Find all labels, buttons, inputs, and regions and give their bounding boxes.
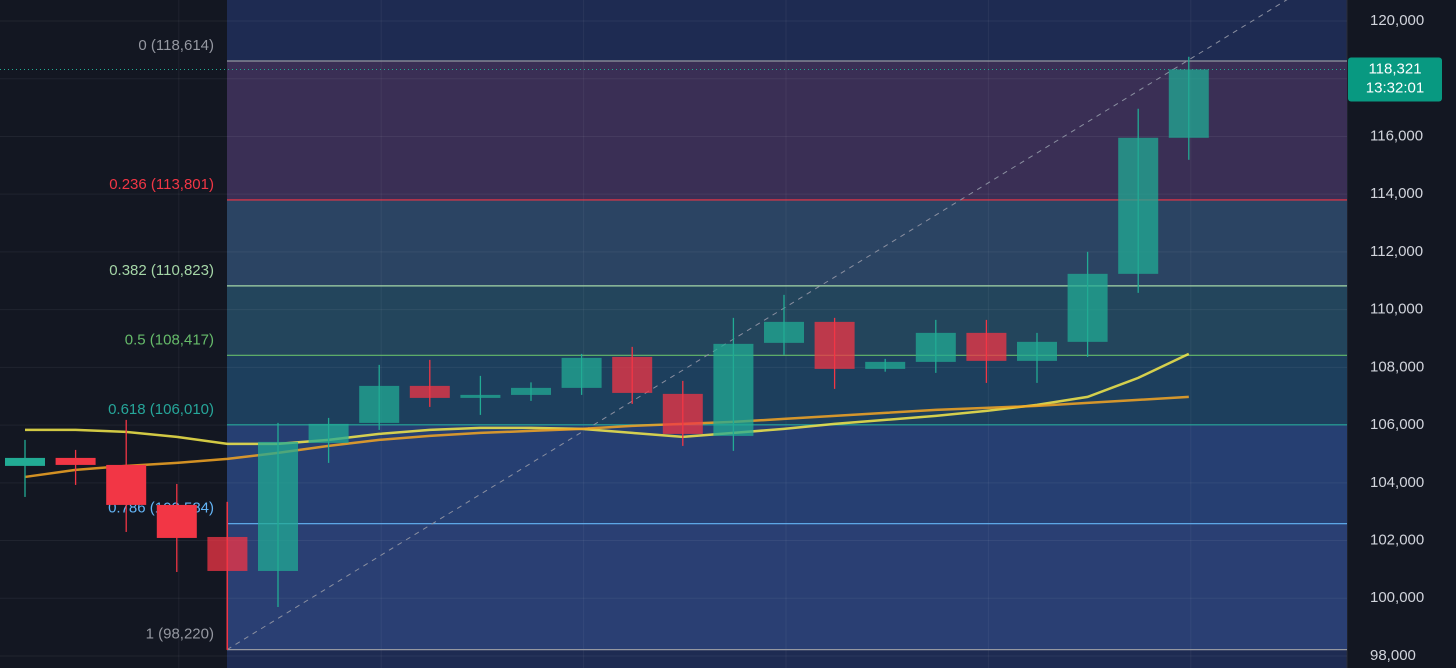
y-tick-label: 112,000 (1370, 243, 1423, 260)
y-tick-label: 114,000 (1370, 185, 1423, 202)
candle-body (561, 357, 602, 388)
fib-band (227, 61, 1347, 200)
candle-body (106, 464, 147, 505)
y-tick-label: 110,000 (1370, 301, 1423, 318)
y-tick-label: 104,000 (1370, 474, 1424, 491)
candle-body (156, 504, 197, 538)
candle-body (1067, 273, 1108, 342)
candle-body (511, 387, 551, 395)
candle-body (764, 321, 804, 343)
candle-body (865, 361, 906, 369)
y-tick-label: 102,000 (1370, 532, 1424, 549)
candle-body (258, 441, 298, 571)
candle-body (612, 356, 653, 393)
price-tag-countdown: 13:32:01 (1366, 79, 1424, 96)
candle-body (1118, 137, 1159, 274)
candle-body (1017, 341, 1057, 361)
fib-label: 0 (118,614) (138, 37, 214, 54)
candle-body (359, 385, 400, 423)
candle-body (5, 457, 45, 466)
candle-body (662, 393, 703, 434)
price-tag (1348, 57, 1442, 102)
y-tick-label: 100,000 (1370, 589, 1424, 606)
candle-body (814, 321, 855, 369)
candle-body (409, 385, 450, 398)
fib-band (227, 285, 1347, 356)
fib-label: 0.382 (110,823) (109, 262, 214, 279)
fib-label: 0.236 (113,801) (109, 176, 214, 193)
price-tag-value: 118,321 (1368, 60, 1421, 77)
y-tick-label: 108,000 (1370, 358, 1424, 375)
fib-label: 0.5 (108,417) (125, 331, 214, 348)
candle-body (460, 394, 501, 398)
fib-band (227, 199, 1347, 286)
candle-body (55, 457, 96, 465)
y-tick-label: 116,000 (1370, 127, 1423, 144)
candle-body (915, 332, 956, 362)
moving-average (25, 352, 1190, 446)
y-tick-label: 120,000 (1370, 12, 1424, 29)
candle-body (308, 423, 349, 443)
fib-label: 0.618 (106,010) (108, 401, 214, 418)
y-tick-label: 98,000 (1370, 647, 1416, 664)
fib-label: 1 (98,220) (146, 626, 214, 643)
fib-band (227, 523, 1347, 650)
candle-body (207, 536, 248, 571)
y-tick-label: 106,000 (1370, 416, 1424, 433)
fib-trend (226, 0, 1288, 651)
candle-body (713, 343, 754, 436)
fib-band (227, 424, 1347, 524)
candle-body (966, 332, 1007, 361)
moving-average (24, 395, 1189, 479)
candle-body (1168, 69, 1209, 138)
